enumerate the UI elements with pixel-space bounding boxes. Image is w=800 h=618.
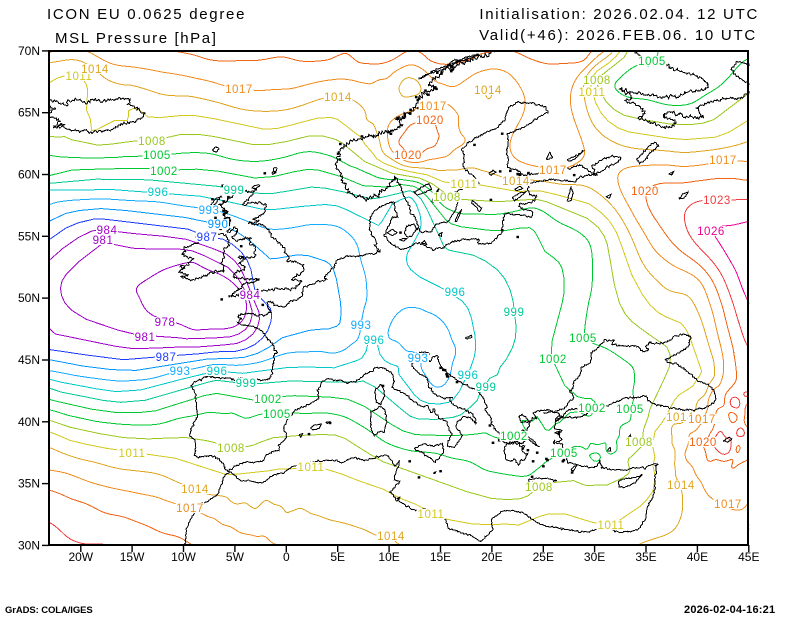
svg-text:1005: 1005 <box>616 404 644 416</box>
svg-text:0: 0 <box>283 550 290 564</box>
svg-text:1026: 1026 <box>697 226 725 238</box>
svg-text:1011: 1011 <box>598 520 625 532</box>
svg-text:1020: 1020 <box>416 115 444 127</box>
svg-text:981: 981 <box>93 235 114 247</box>
svg-text:1017: 1017 <box>714 499 742 511</box>
svg-text:1014: 1014 <box>377 531 405 543</box>
svg-text:1011: 1011 <box>119 448 146 460</box>
svg-text:993: 993 <box>170 366 191 378</box>
svg-text:1011: 1011 <box>579 87 606 99</box>
svg-text:20E: 20E <box>481 550 502 564</box>
svg-text:1005: 1005 <box>263 409 291 421</box>
svg-text:1014: 1014 <box>502 176 530 188</box>
svg-text:40N: 40N <box>18 415 40 429</box>
svg-text:1020: 1020 <box>631 186 659 198</box>
svg-text:999: 999 <box>224 185 245 197</box>
svg-text:45E: 45E <box>738 550 759 564</box>
svg-text:1020: 1020 <box>689 437 717 449</box>
svg-text:20W: 20W <box>68 550 93 564</box>
svg-text:1014: 1014 <box>474 85 502 97</box>
svg-text:30E: 30E <box>584 550 605 564</box>
svg-text:996: 996 <box>445 287 466 299</box>
svg-text:1011: 1011 <box>418 509 445 521</box>
svg-text:1017: 1017 <box>225 84 253 96</box>
svg-text:1005: 1005 <box>569 333 597 345</box>
svg-text:1008: 1008 <box>138 136 166 148</box>
svg-text:1017: 1017 <box>539 165 567 177</box>
svg-text:999: 999 <box>476 382 497 394</box>
svg-text:999: 999 <box>236 378 257 390</box>
svg-text:5W: 5W <box>226 550 245 564</box>
svg-text:1008: 1008 <box>625 437 653 449</box>
svg-text:1023: 1023 <box>703 195 731 207</box>
svg-text:35E: 35E <box>635 550 656 564</box>
svg-text:984: 984 <box>97 225 118 237</box>
svg-text:60N: 60N <box>18 168 40 182</box>
svg-text:996: 996 <box>364 335 385 347</box>
svg-text:993: 993 <box>408 353 429 365</box>
svg-text:984: 984 <box>240 290 261 302</box>
svg-text:1002: 1002 <box>254 394 282 406</box>
svg-text:1002: 1002 <box>150 166 178 178</box>
svg-text:996: 996 <box>458 370 479 382</box>
svg-text:1017: 1017 <box>419 101 447 113</box>
svg-text:990: 990 <box>208 219 229 231</box>
svg-text:5E: 5E <box>330 550 345 564</box>
svg-text:999: 999 <box>504 307 525 319</box>
svg-text:978: 978 <box>155 317 176 329</box>
svg-text:25E: 25E <box>533 550 554 564</box>
svg-text:55N: 55N <box>18 229 40 243</box>
svg-text:1005: 1005 <box>550 448 578 460</box>
svg-text:65N: 65N <box>18 106 40 120</box>
svg-text:70N: 70N <box>18 44 40 58</box>
svg-text:15E: 15E <box>430 550 451 564</box>
svg-text:1002: 1002 <box>500 431 528 443</box>
svg-text:1005: 1005 <box>638 56 666 68</box>
svg-text:1014: 1014 <box>324 92 352 104</box>
svg-text:996: 996 <box>207 366 228 378</box>
svg-text:10W: 10W <box>171 550 196 564</box>
svg-text:987: 987 <box>197 232 218 244</box>
svg-text:987: 987 <box>156 352 177 364</box>
svg-text:50N: 50N <box>18 291 40 305</box>
svg-text:1014: 1014 <box>181 484 209 496</box>
svg-text:1005: 1005 <box>143 150 171 162</box>
svg-text:1008: 1008 <box>583 75 611 87</box>
svg-text:1017: 1017 <box>176 503 204 515</box>
svg-text:1014: 1014 <box>667 480 695 492</box>
svg-text:1008: 1008 <box>217 443 245 455</box>
svg-text:1014: 1014 <box>81 64 109 76</box>
svg-text:1020: 1020 <box>394 150 422 162</box>
svg-text:15W: 15W <box>120 550 145 564</box>
svg-text:1002: 1002 <box>578 403 606 415</box>
svg-text:40E: 40E <box>687 550 708 564</box>
svg-text:35N: 35N <box>18 477 40 491</box>
svg-text:1017: 1017 <box>688 414 716 426</box>
svg-text:30N: 30N <box>18 538 40 552</box>
svg-text:996: 996 <box>148 187 169 199</box>
svg-text:1011: 1011 <box>451 179 478 191</box>
svg-text:981: 981 <box>135 332 156 344</box>
svg-text:10E: 10E <box>378 550 399 564</box>
svg-text:45N: 45N <box>18 353 40 367</box>
svg-text:1017: 1017 <box>709 155 737 167</box>
svg-text:993: 993 <box>351 320 372 332</box>
svg-text:993: 993 <box>199 205 220 217</box>
svg-text:1011: 1011 <box>298 462 325 474</box>
svg-text:1014: 1014 <box>666 412 694 424</box>
svg-text:1002: 1002 <box>539 354 567 366</box>
svg-text:1008: 1008 <box>433 192 461 204</box>
svg-text:1008: 1008 <box>525 482 553 494</box>
